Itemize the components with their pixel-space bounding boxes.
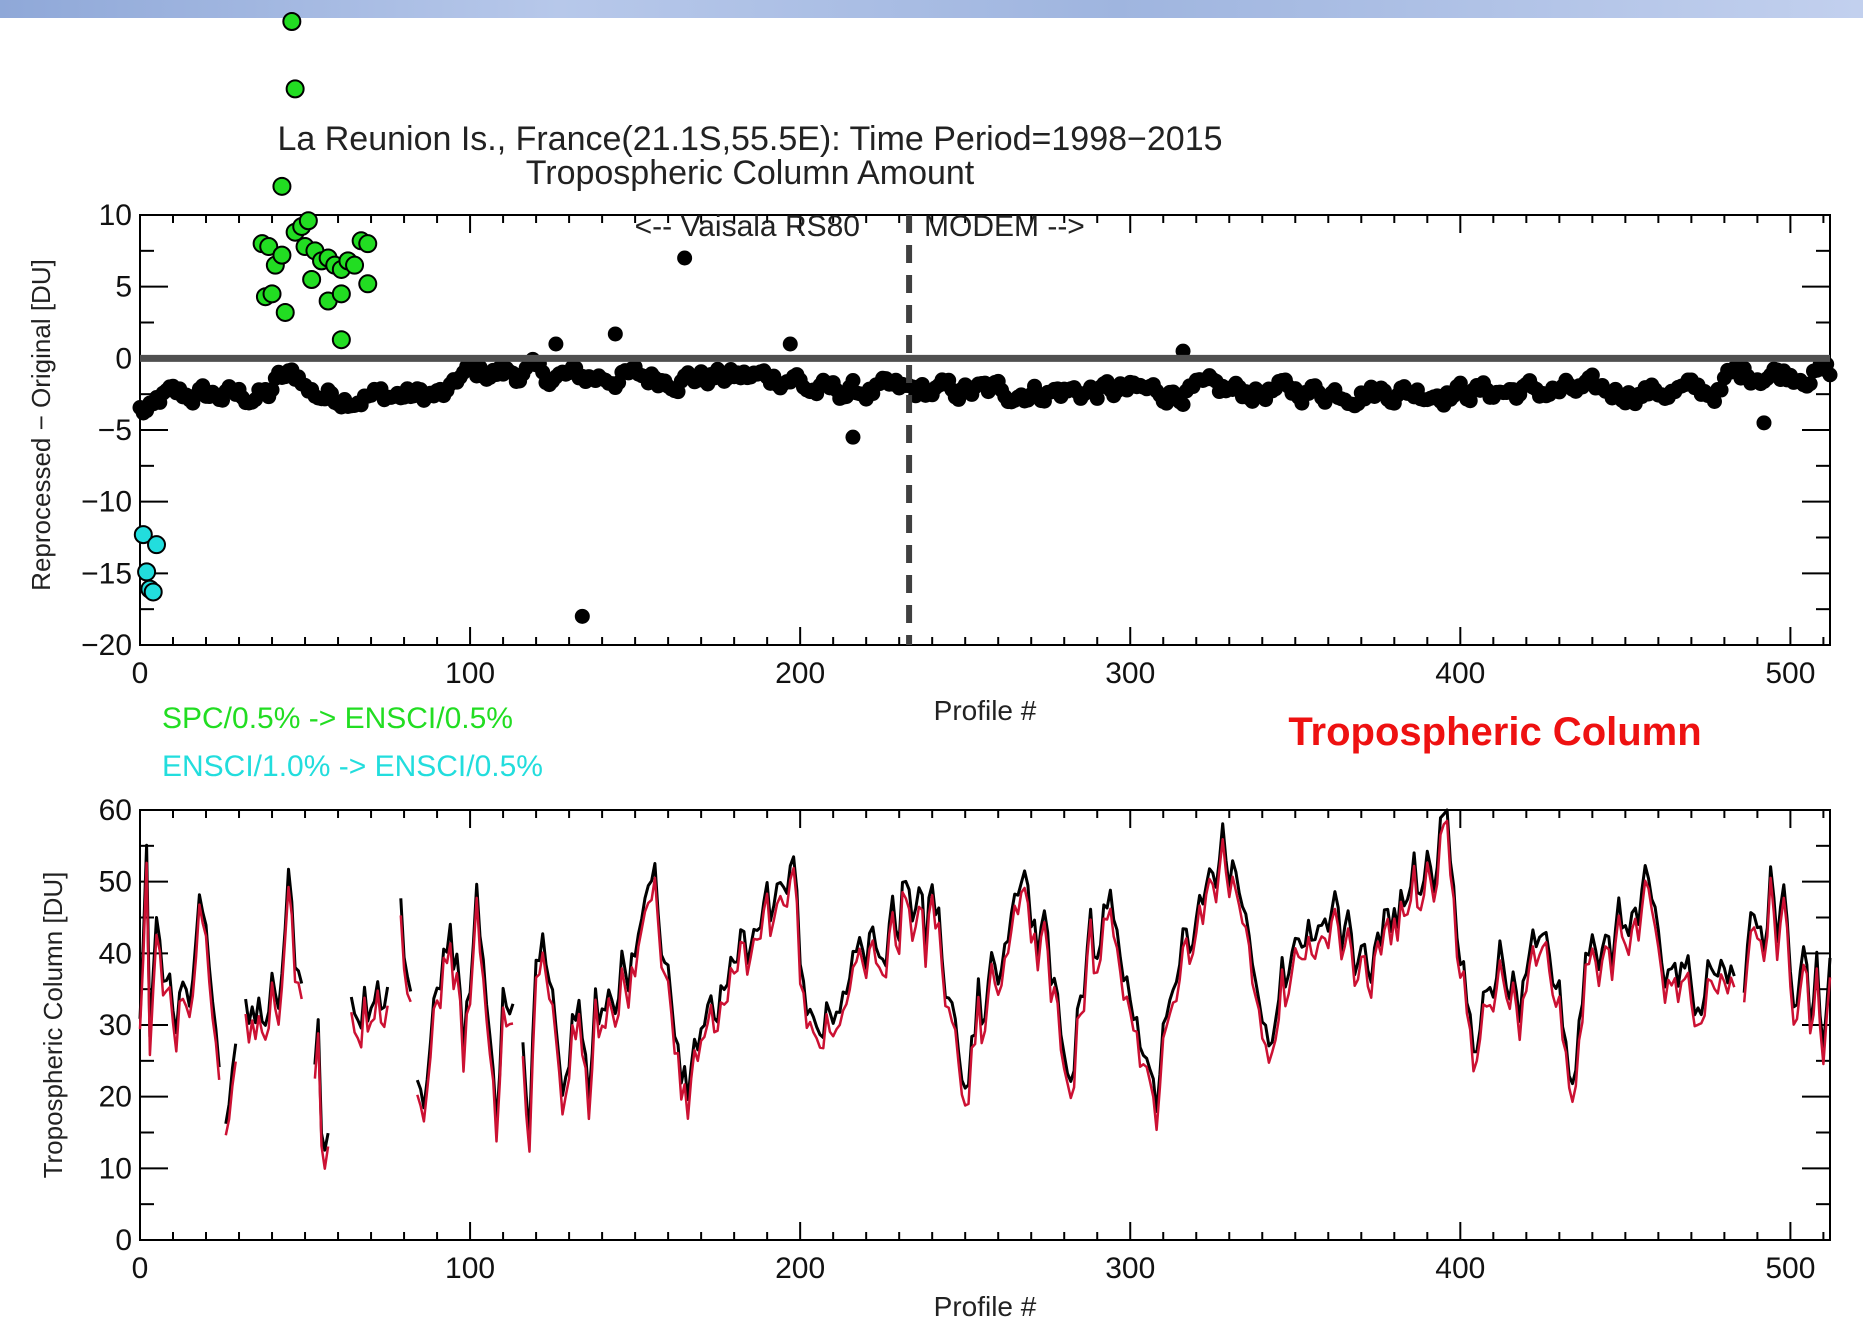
legend-ensci: ENSCI/1.0% -> ENSCI/0.5% <box>162 750 543 783</box>
diff-point <box>782 336 798 352</box>
bottom-y-tick-label: 40 <box>99 937 132 970</box>
top-y-tick-label: −10 <box>81 486 132 519</box>
top-y-tick-label: 5 <box>115 271 132 304</box>
spc-point <box>331 330 351 350</box>
diff-point <box>1089 390 1105 406</box>
top-highlight-points <box>133 12 378 602</box>
diff-point <box>845 429 861 445</box>
ensci-point <box>137 562 157 582</box>
diff-point <box>1713 382 1729 398</box>
top-x-tick-label: 300 <box>1105 657 1155 690</box>
diff-point <box>1584 367 1600 383</box>
top-y-axis-label: Reprocessed − Original [DU] <box>26 259 56 591</box>
bottom-x-axis-label: Profile # <box>934 1291 1037 1322</box>
bottom-y-tick-label: 60 <box>99 794 132 827</box>
annotation-vaisala: <-- Vaisala RS80 <box>635 210 860 243</box>
spc-point <box>259 237 279 257</box>
diff-point <box>1756 415 1772 431</box>
top-y-tick-label: −15 <box>81 557 132 590</box>
top-x-tick-label: 400 <box>1435 657 1485 690</box>
top-panel-frame: 0 100 200 300 400 500 10 5 0 −5 −10 −15 −20 <box>81 199 1831 690</box>
top-x-axis-label: Profile # <box>934 695 1037 726</box>
annotation-modem: MODEM --> <box>924 210 1085 243</box>
diff-point <box>548 336 564 352</box>
top-y-tick-label: 0 <box>115 342 132 375</box>
top-x-tick-label: 500 <box>1765 657 1815 690</box>
figure-title: La Reunion Is., France(21.1S,55.5E): Tim… <box>277 120 1222 158</box>
diff-point <box>845 373 861 389</box>
top-y-tick-label: 10 <box>99 199 132 232</box>
diff-point <box>264 382 280 398</box>
ensci-point <box>147 535 167 555</box>
spc-point <box>345 255 365 275</box>
diff-point <box>1802 376 1818 392</box>
spc-point <box>358 274 378 294</box>
bottom-x-tick-label: 200 <box>775 1252 825 1285</box>
spc-point <box>285 79 305 99</box>
diff-point <box>607 326 623 342</box>
diff-point <box>1706 393 1722 409</box>
ensci-point <box>143 582 163 602</box>
bottom-x-tick-label: 0 <box>132 1252 149 1285</box>
spc-point <box>262 284 282 304</box>
top-plot-border <box>139 214 1831 646</box>
top-panel-subtitle: Tropospheric Column Amount <box>526 154 975 192</box>
spc-point <box>272 245 292 265</box>
legend-spc: SPC/0.5% -> ENSCI/0.5% <box>162 702 513 735</box>
top-background-points <box>132 250 1838 624</box>
original-series-line <box>138 808 1832 1152</box>
bottom-x-tick-label: 100 <box>445 1252 495 1285</box>
top-x-tick-label: 0 <box>132 657 149 690</box>
spc-point <box>358 234 378 254</box>
spc-point <box>282 12 302 31</box>
top-y-tick-label: −20 <box>81 629 132 662</box>
spc-point <box>331 284 351 304</box>
top-y-tick-label: −5 <box>98 414 132 447</box>
bottom-x-tick-label: 300 <box>1105 1252 1155 1285</box>
bottom-x-tick-label: 500 <box>1765 1252 1815 1285</box>
spc-point <box>275 302 295 322</box>
bottom-y-axis-label: Tropospheric Column [DU] <box>38 872 68 1179</box>
top-gradient-band <box>0 0 1863 18</box>
bottom-lines <box>138 808 1832 1170</box>
bottom-y-tick-label: 30 <box>99 1009 132 1042</box>
diff-point <box>1175 396 1191 412</box>
ensci-point <box>133 525 153 545</box>
diff-point <box>677 250 693 266</box>
bottom-x-tick-label: 400 <box>1435 1252 1485 1285</box>
reprocessed-series-line <box>138 819 1832 1170</box>
spc-point <box>302 270 322 289</box>
bottom-y-tick-label: 50 <box>99 866 132 899</box>
bottom-y-tick-label: 10 <box>99 1152 132 1185</box>
spc-point <box>272 176 292 196</box>
bottom-y-tick-label: 20 <box>99 1081 132 1114</box>
top-x-tick-label: 200 <box>775 657 825 690</box>
diff-point <box>574 608 590 624</box>
top-x-tick-label: 100 <box>445 657 495 690</box>
bottom-panel-title: Tropospheric Column <box>1288 710 1701 754</box>
spc-point <box>298 211 318 231</box>
bottom-y-tick-label: 0 <box>115 1224 132 1257</box>
